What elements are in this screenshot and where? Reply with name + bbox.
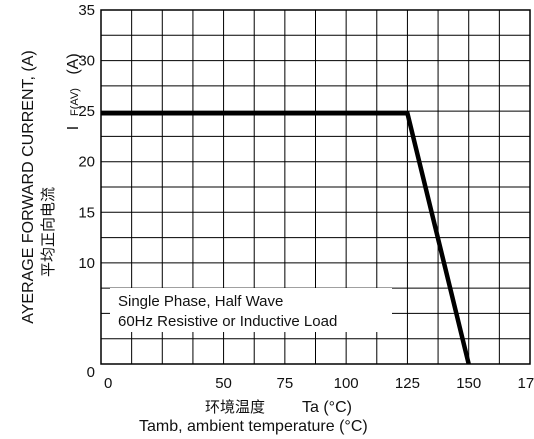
tick-labels: 0 50 75 100 125 150 175 0 10 15 20 25 30 35 bbox=[78, 2, 534, 392]
y-tick-label: 0 bbox=[87, 364, 95, 381]
x-tick-label: 175 bbox=[517, 375, 534, 392]
annotation-line-1: Single Phase, Half Wave bbox=[118, 293, 283, 310]
y-axis-label: AYERAGE FORWARD CURRENT, (A) bbox=[20, 50, 37, 324]
y-axis-subscript: F(AV) bbox=[69, 88, 81, 116]
y-tick-label: 35 bbox=[78, 2, 95, 19]
y-axis-symbol: I bbox=[65, 126, 82, 130]
y-tick-label: 20 bbox=[78, 154, 95, 171]
y-tick-label: 25 bbox=[78, 103, 95, 120]
annotation-line-2: 60Hz Resistive or Inductive Load bbox=[118, 313, 337, 330]
y-axis-unit-group: (A) bbox=[65, 53, 82, 74]
x-tick-label: 125 bbox=[395, 375, 420, 392]
x-tick-label: 150 bbox=[456, 375, 481, 392]
x-tick-label: 75 bbox=[277, 375, 294, 392]
y-axis-label-cn-group: 平均正向电流 bbox=[39, 187, 57, 277]
y-axis-label-group: AYERAGE FORWARD CURRENT, (A) bbox=[20, 50, 37, 324]
y-axis-subscript-group: F(AV) bbox=[69, 88, 81, 116]
y-axis-label-cn: 平均正向电流 bbox=[39, 187, 57, 277]
y-axis-symbol-group: I bbox=[65, 126, 82, 130]
y-axis-unit: (A) bbox=[65, 53, 82, 74]
x-axis-label-symbol: Ta (°C) bbox=[302, 399, 352, 416]
plot-frame bbox=[100, 9, 531, 365]
y-tick-label: 10 bbox=[78, 255, 95, 272]
x-tick-label: 50 bbox=[215, 375, 232, 392]
x-axis-label-cn: 环境温度 bbox=[205, 398, 265, 416]
series-line bbox=[101, 110, 471, 365]
x-tick-label: 0 bbox=[104, 375, 112, 392]
x-tick-label: 100 bbox=[334, 375, 359, 392]
y-tick-label: 30 bbox=[78, 53, 95, 70]
y-tick-label: 15 bbox=[78, 204, 95, 221]
x-axis-label: Tamb, ambient temperature (°C) bbox=[139, 418, 368, 435]
annotation-box bbox=[110, 288, 392, 332]
